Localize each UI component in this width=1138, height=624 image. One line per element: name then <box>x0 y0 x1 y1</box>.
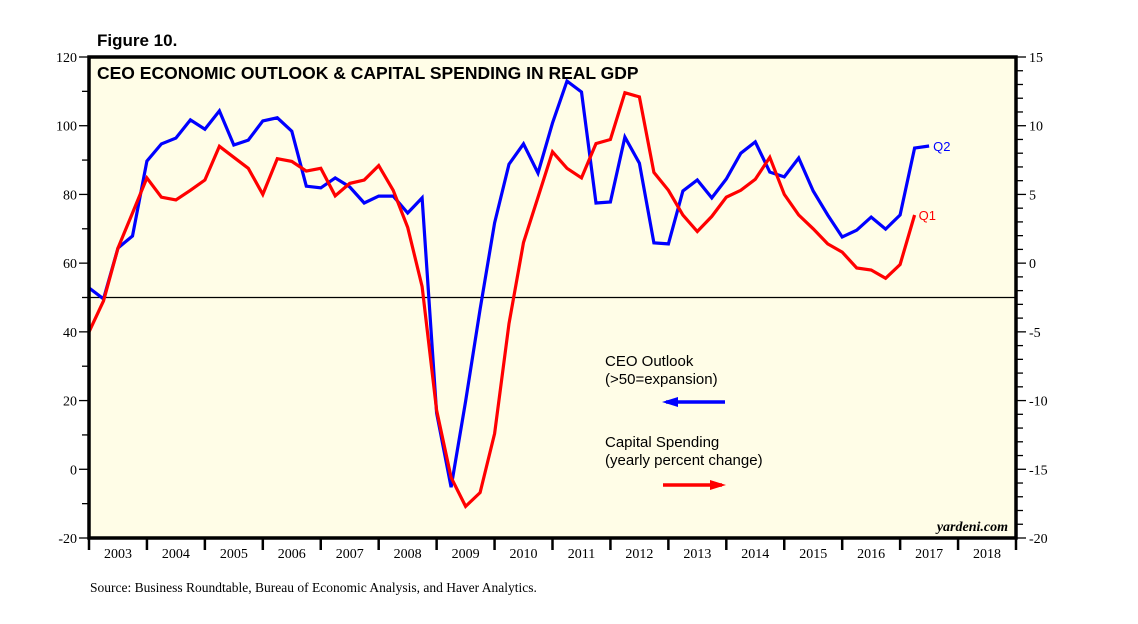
legend-capex-line1: Capital Spending <box>605 434 719 451</box>
x-tick-label: 2003 <box>104 547 132 562</box>
legend-arrow-head <box>662 397 678 407</box>
left-tick-label: 100 <box>56 120 77 135</box>
series-layer: Q2 Q1 <box>87 78 950 510</box>
source-note: Source: Business Roundtable, Bureau of E… <box>90 580 537 595</box>
legend-arrow-left-icon <box>662 397 725 407</box>
left-tick-label: 0 <box>70 463 77 478</box>
x-tick-label: 2009 <box>452 547 480 562</box>
right-tick-label: -10 <box>1029 395 1048 410</box>
x-tick-label: 2016 <box>857 547 885 562</box>
right-axis: -20 -15 -10 -5 0 5 10 15 <box>1016 51 1048 547</box>
x-tick-label: 2004 <box>162 547 190 562</box>
left-tick-label: 40 <box>63 326 77 341</box>
right-tick-label: -15 <box>1029 463 1048 478</box>
figure-label: Figure 10. <box>97 31 177 50</box>
left-tick-label: -20 <box>58 532 77 547</box>
end-label-capital-spending: Q1 <box>919 208 936 223</box>
x-tick-label: 2015 <box>799 547 827 562</box>
left-axis: -20 0 20 40 60 80 100 120 <box>56 51 89 547</box>
left-tick-label: 60 <box>63 257 77 272</box>
x-tick-label: 2005 <box>220 547 248 562</box>
series-line-capital-spending <box>87 90 917 510</box>
x-tick-label: 2010 <box>510 547 538 562</box>
right-tick-label: 10 <box>1029 120 1043 135</box>
legend-ceo-line1: CEO Outlook <box>605 353 694 370</box>
x-tick-label: 2007 <box>336 547 364 562</box>
legend-arrow-right-icon <box>663 480 726 490</box>
x-tick-label: 2018 <box>973 547 1001 562</box>
x-tick-label: 2017 <box>915 547 943 562</box>
x-tick-label: 2013 <box>683 547 711 562</box>
legend-capex-line2: (yearly percent change) <box>605 452 763 469</box>
left-tick-label: 120 <box>56 51 77 66</box>
right-tick-label: 0 <box>1029 257 1036 272</box>
x-tick-label: 2008 <box>394 547 422 562</box>
right-tick-label: -20 <box>1029 532 1048 547</box>
chart-title: CEO ECONOMIC OUTLOOK & CAPITAL SPENDING … <box>97 63 639 83</box>
left-tick-label: 20 <box>63 395 77 410</box>
legend-ceo-line2: (>50=expansion) <box>605 371 718 388</box>
x-tick-label: 2012 <box>625 547 653 562</box>
plot-border <box>87 55 1018 540</box>
x-tick-label: 2011 <box>568 547 595 562</box>
end-label-ceo-outlook: Q2 <box>933 139 950 154</box>
legend-arrow-head <box>710 480 726 490</box>
right-tick-label: 5 <box>1029 188 1036 203</box>
legend: CEO Outlook (>50=expansion) Capital Spen… <box>605 353 763 490</box>
x-tick-label: 2006 <box>278 547 306 562</box>
right-tick-label: 15 <box>1029 51 1043 66</box>
left-tick-label: 80 <box>63 188 77 203</box>
watermark: yardeni.com <box>935 520 1008 535</box>
x-axis: 2003 2004 2005 2006 2007 2008 2009 2010 2011 2012… <box>87 538 1018 562</box>
x-tick-label: 2014 <box>741 547 769 562</box>
right-tick-label: -5 <box>1029 326 1041 341</box>
